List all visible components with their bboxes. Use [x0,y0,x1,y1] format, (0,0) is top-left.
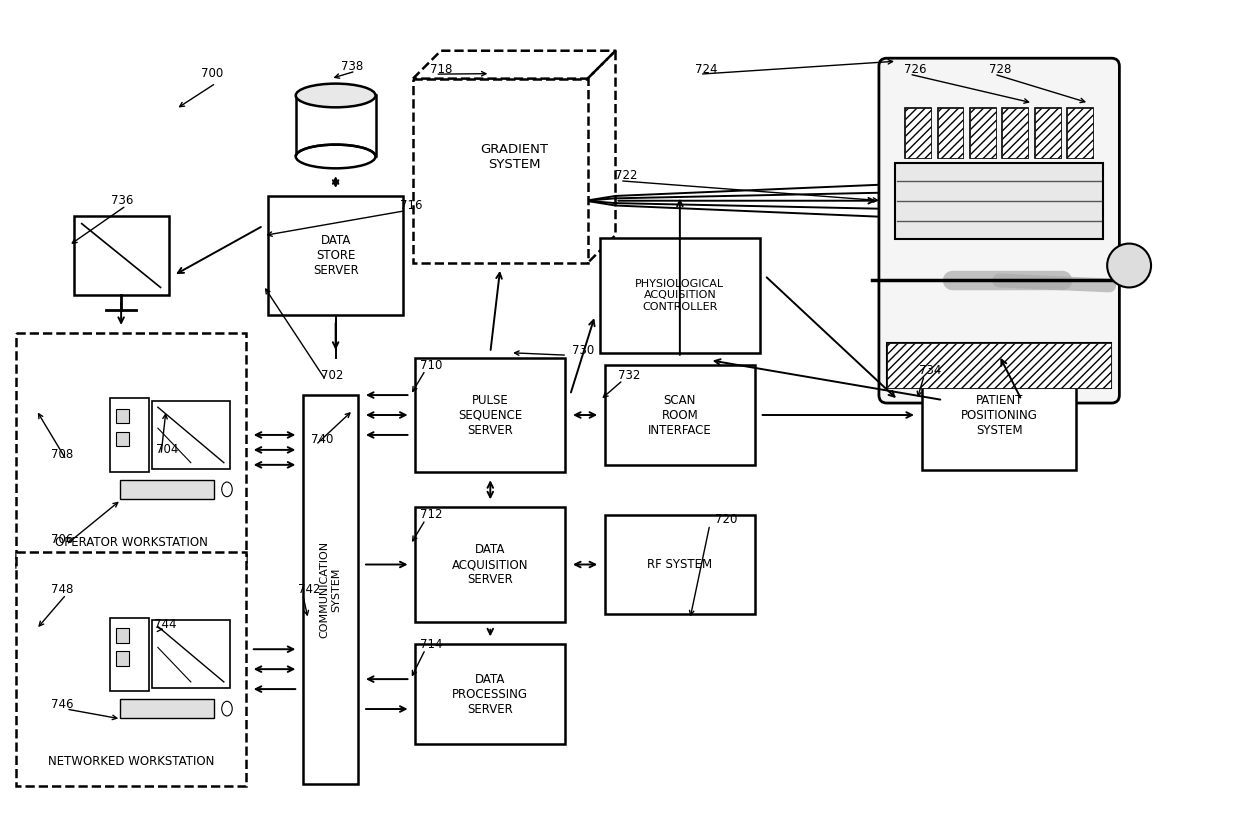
Text: PHYSIOLOGICAL
ACQUISITION
CONTROLLER: PHYSIOLOGICAL ACQUISITION CONTROLLER [635,279,724,312]
FancyBboxPatch shape [115,432,129,446]
Text: 724: 724 [694,63,717,76]
Text: 744: 744 [154,618,176,631]
FancyBboxPatch shape [921,360,1076,470]
Text: NETWORKED WORKSTATION: NETWORKED WORKSTATION [48,756,215,768]
FancyBboxPatch shape [415,358,565,472]
Text: DATA
STORE
SERVER: DATA STORE SERVER [312,234,358,277]
FancyBboxPatch shape [120,699,215,718]
Ellipse shape [222,701,232,716]
FancyBboxPatch shape [887,344,1111,388]
Text: 726: 726 [904,63,926,76]
Text: 714: 714 [420,638,443,651]
Text: PULSE
SEQUENCE
SERVER: PULSE SEQUENCE SERVER [458,394,522,436]
FancyBboxPatch shape [115,628,129,643]
FancyBboxPatch shape [879,58,1120,403]
Text: OPERATOR WORKSTATION: OPERATOR WORKSTATION [55,536,207,549]
Text: GRADIENT
SYSTEM: GRADIENT SYSTEM [480,143,548,171]
Text: DATA
PROCESSING
SERVER: DATA PROCESSING SERVER [453,672,528,716]
FancyBboxPatch shape [937,108,963,158]
Text: 704: 704 [156,444,179,456]
Text: SCAN
ROOM
INTERFACE: SCAN ROOM INTERFACE [649,394,712,436]
Text: 720: 720 [714,513,737,526]
Text: 728: 728 [990,63,1012,76]
FancyBboxPatch shape [115,409,129,424]
Text: 722: 722 [615,169,637,183]
Text: 738: 738 [341,60,363,73]
FancyBboxPatch shape [605,365,755,465]
FancyBboxPatch shape [895,163,1104,239]
Text: 710: 710 [420,359,443,372]
FancyBboxPatch shape [600,238,760,353]
FancyBboxPatch shape [415,507,565,622]
Ellipse shape [295,144,376,168]
Circle shape [1107,244,1151,288]
FancyBboxPatch shape [151,401,231,469]
FancyBboxPatch shape [73,216,169,295]
Text: COMMUNICATION
SYSTEM: COMMUNICATION SYSTEM [320,541,341,638]
FancyBboxPatch shape [415,644,565,744]
Ellipse shape [295,83,376,108]
FancyBboxPatch shape [304,395,358,784]
Text: 748: 748 [51,583,73,596]
Text: 706: 706 [51,533,73,546]
Text: RF SYSTEM: RF SYSTEM [647,558,713,571]
FancyBboxPatch shape [1035,108,1060,158]
FancyBboxPatch shape [268,196,403,315]
FancyBboxPatch shape [109,618,150,691]
FancyBboxPatch shape [16,552,246,786]
FancyBboxPatch shape [151,620,231,688]
FancyBboxPatch shape [413,78,588,263]
Text: 746: 746 [51,697,73,711]
FancyBboxPatch shape [120,480,215,499]
Text: 702: 702 [321,369,343,382]
FancyBboxPatch shape [905,108,931,158]
FancyBboxPatch shape [970,108,996,158]
FancyBboxPatch shape [1002,108,1028,158]
Text: 700: 700 [201,67,223,80]
Text: 730: 730 [572,344,594,357]
Text: 732: 732 [618,369,640,382]
Ellipse shape [222,482,232,497]
Text: 742: 742 [298,583,320,596]
FancyBboxPatch shape [16,333,246,567]
Text: 736: 736 [112,194,134,207]
Text: 734: 734 [919,364,941,377]
FancyBboxPatch shape [605,515,755,615]
Text: 718: 718 [430,63,453,76]
Text: 740: 740 [311,434,334,446]
FancyBboxPatch shape [109,399,150,471]
Text: 716: 716 [401,199,423,212]
Text: DATA
ACQUISITION
SERVER: DATA ACQUISITION SERVER [453,543,528,586]
Text: 708: 708 [51,449,73,461]
FancyBboxPatch shape [115,651,129,666]
Text: PATIENT
POSITIONING
SYSTEM: PATIENT POSITIONING SYSTEM [961,394,1038,436]
FancyBboxPatch shape [1068,108,1094,158]
Text: 712: 712 [420,508,443,521]
